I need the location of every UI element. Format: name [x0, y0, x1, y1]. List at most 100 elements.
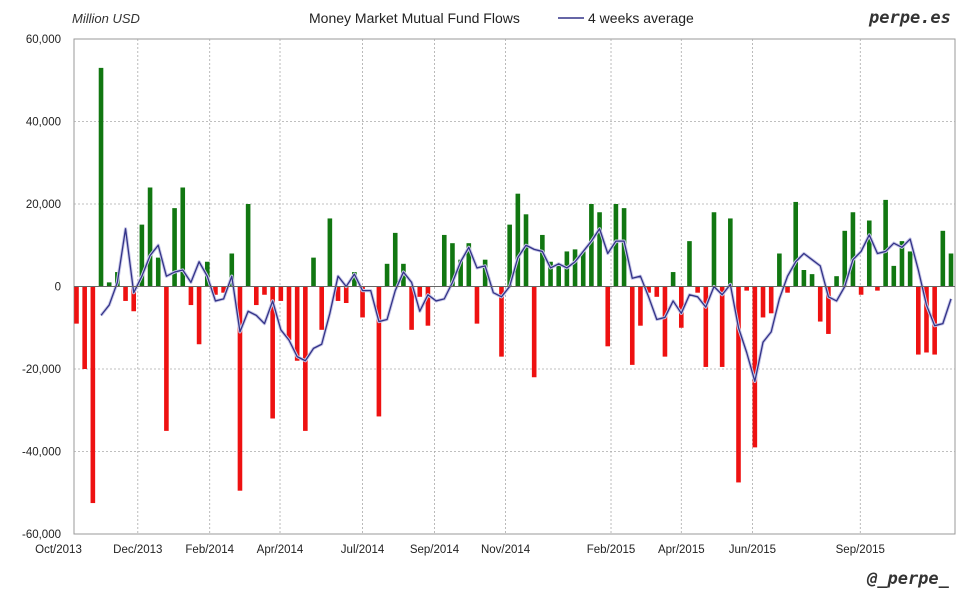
flow-bar	[180, 187, 186, 287]
flow-bar	[629, 286, 635, 365]
flow-bar	[613, 204, 619, 287]
flow-bar	[793, 201, 799, 287]
flow-bar	[875, 286, 880, 291]
flow-bar	[752, 286, 758, 448]
flow-bar	[678, 286, 684, 328]
x-tick-label: Sep/2015	[836, 544, 885, 556]
flow-bar	[131, 286, 137, 312]
flow-bar	[866, 220, 872, 287]
flow-bar	[907, 251, 913, 287]
flow-bar	[695, 286, 700, 293]
flow-bar	[556, 263, 561, 287]
flow-bar	[768, 286, 774, 314]
flow-bar	[286, 286, 292, 341]
flow-bar	[711, 212, 717, 287]
flow-bar	[262, 286, 267, 295]
flow-bar	[245, 204, 251, 287]
flow-bar	[172, 208, 177, 287]
flow-bar	[425, 286, 431, 326]
flow-bar	[548, 261, 553, 287]
x-tick-label: Jun/2015	[729, 544, 776, 556]
flow-bar	[850, 212, 856, 287]
flow-bar	[883, 199, 888, 287]
flow-bar	[670, 272, 676, 287]
flow-bar	[335, 286, 341, 301]
flow-bar	[294, 286, 300, 361]
flow-bar	[360, 286, 365, 318]
flow-bar	[605, 286, 611, 347]
flow-bar	[662, 286, 668, 357]
flow-bar	[392, 232, 398, 287]
flow-bar	[638, 286, 643, 326]
flow-bar	[221, 286, 226, 293]
flow-bar	[384, 263, 390, 287]
flow-bar	[523, 214, 529, 287]
flow-bar	[842, 230, 848, 287]
flow-bar	[482, 259, 488, 287]
flow-bar	[916, 286, 921, 355]
flow-bar	[932, 286, 937, 355]
flow-bar	[728, 218, 733, 287]
flow-bar	[376, 286, 382, 417]
flow-bar	[188, 286, 194, 306]
x-tick-label: Jul/2014	[341, 544, 385, 556]
flow-bar	[237, 286, 243, 491]
flow-bar	[891, 265, 897, 287]
flow-bar	[155, 257, 161, 287]
flow-bar	[450, 243, 455, 287]
flow-bar	[98, 67, 104, 287]
flow-bar	[90, 286, 96, 504]
flow-bar	[744, 286, 749, 291]
flow-bar	[123, 286, 128, 301]
flow-bar	[74, 286, 79, 324]
flow-bar	[82, 286, 87, 369]
flow-bar	[311, 257, 316, 287]
flow-bar	[540, 234, 545, 287]
x-tick-label: Nov/2014	[481, 544, 531, 556]
y-tick-label: -40,000	[22, 447, 61, 459]
flow-bar	[254, 286, 259, 306]
y-tick-label: -60,000	[22, 529, 61, 541]
x-tick-label: Dec/2013	[113, 544, 162, 556]
y-tick-label: 20,000	[26, 199, 61, 211]
legend-label: 4 weeks average	[588, 10, 694, 26]
flow-bar	[809, 274, 815, 287]
flow-bar	[319, 286, 324, 330]
flow-bar	[817, 286, 823, 322]
flow-bar	[654, 286, 660, 297]
flow-bar	[466, 243, 472, 287]
flow-bar	[343, 286, 349, 303]
bars-layer	[74, 67, 954, 504]
flow-bar	[899, 241, 905, 287]
flow-bar	[858, 286, 864, 295]
y-tick-label: 0	[55, 282, 61, 294]
flow-bar	[940, 230, 946, 287]
x-tick-label: Feb/2015	[587, 544, 636, 556]
flow-bar	[531, 286, 537, 378]
flow-bar	[474, 286, 480, 324]
flow-bar	[278, 286, 284, 301]
x-tick-label: Feb/2014	[185, 544, 234, 556]
flow-bar	[785, 286, 790, 293]
flow-bar	[270, 286, 275, 419]
y-tick-label: 60,000	[26, 34, 61, 46]
watermark-top: perpe.es	[868, 8, 951, 28]
flow-bar	[687, 241, 692, 287]
flow-bar	[106, 282, 112, 287]
flow-bar	[164, 286, 169, 431]
flow-bar	[589, 204, 594, 287]
watermark-bottom: @_perpe_	[866, 569, 950, 589]
flow-bar	[719, 286, 725, 367]
x-tick-label: Oct/2013	[35, 544, 82, 556]
flow-bar	[924, 286, 929, 353]
flow-bar	[597, 212, 602, 287]
flow-bar	[826, 286, 831, 334]
axis-layer: -60,000 -40,000 -20,000 0 20,000 40,000 60,000…	[22, 34, 955, 556]
flow-bar	[736, 286, 741, 483]
flow-bar	[147, 187, 153, 287]
flow-bar	[417, 286, 423, 297]
flow-bar	[948, 253, 954, 287]
flow-bar	[515, 193, 521, 287]
y-tick-label: -20,000	[22, 364, 61, 376]
